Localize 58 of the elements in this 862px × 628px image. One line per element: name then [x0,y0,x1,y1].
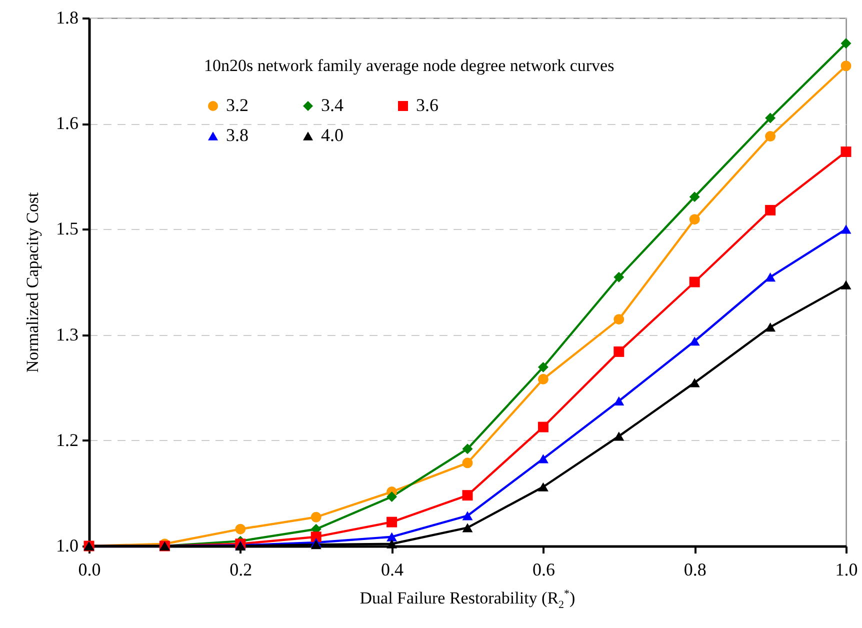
y-tick-label: 1.5 [56,218,78,239]
x-tick-label: 0.2 [230,560,252,580]
point [840,60,852,72]
point [462,458,473,468]
point [689,276,700,288]
legend-label: 4.0 [321,125,344,145]
point [538,454,548,464]
point [462,490,473,501]
point [765,322,776,332]
point [765,112,776,124]
point [840,224,852,234]
point [462,523,473,532]
point [235,524,246,534]
y-tick-label: 1.6 [56,113,78,134]
point [614,396,624,406]
point [765,131,776,142]
point [765,272,776,282]
x-tick-label: 0.6 [532,560,555,580]
point [765,204,776,216]
point [386,532,398,542]
point [840,38,852,49]
x-axis-title: Dual Failure Restorability (R$_{2}$$^{*}$) [358,588,576,612]
y-tick-label: 1.8 [56,8,78,28]
point [310,512,322,522]
point [840,146,852,158]
legend-label: 3.6 [416,95,438,115]
legend-title: 10n20s network family average node degree network curves [204,56,614,75]
point [689,378,700,388]
point [538,374,548,384]
point [386,491,398,502]
point [689,336,700,346]
point [538,362,548,372]
x-tick-label: 0.0 [78,560,101,580]
point [310,540,322,550]
point [386,539,398,548]
legend-label: 3.2 [226,95,248,115]
point [689,192,700,202]
point [538,422,548,432]
point [614,432,624,441]
point [689,214,700,225]
x-tick-label: 1.0 [835,560,858,580]
y-tick-label: 1.0 [56,536,78,556]
point [538,482,548,492]
point [840,280,852,290]
point [386,516,398,528]
point [310,532,322,542]
point [462,511,473,520]
point [614,314,624,325]
x-tick-label: 0.4 [381,560,404,580]
point [614,346,624,357]
point [462,444,473,454]
y-axis-title: Normalized Capacity Cost [23,192,42,373]
point [614,272,624,282]
legend-label: 3.4 [321,95,344,115]
legend-label: 3.8 [226,125,248,145]
y-tick-label: 1.2 [56,430,78,450]
x-tick-label: 0.8 [684,560,706,580]
y-tick-label: 1.3 [56,324,78,344]
